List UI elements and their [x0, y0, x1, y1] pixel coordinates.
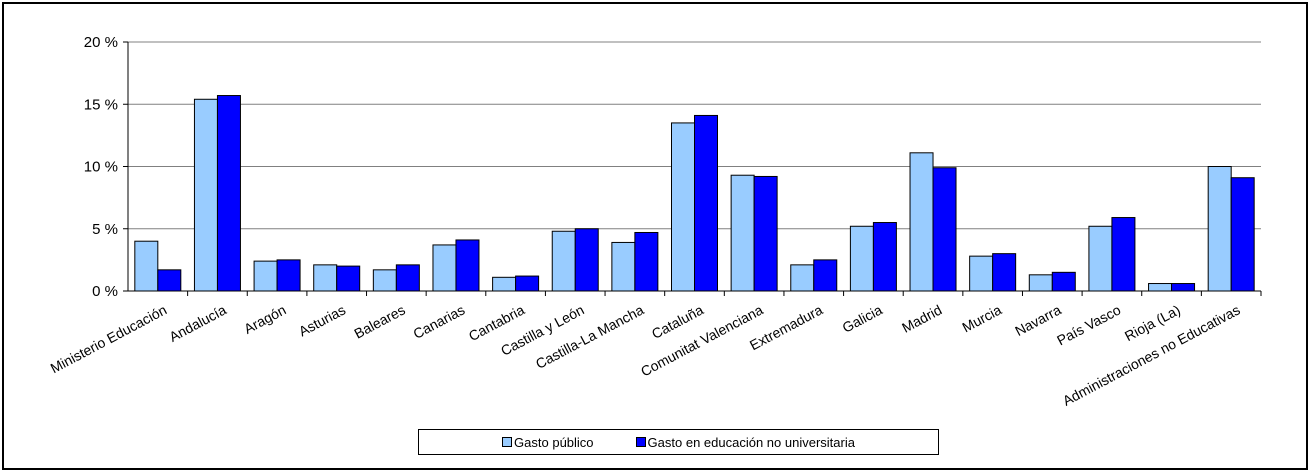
y-tick-label: 15 % [84, 96, 118, 113]
bar-gasto-publico [671, 122, 695, 292]
bar-gasto-no-universitaria [992, 253, 1017, 292]
y-tick-label: 0 % [92, 283, 118, 300]
x-tick-label: Castilla-La Mancha [533, 301, 647, 371]
y-tick-label: 20 % [84, 34, 118, 51]
bar-gasto-publico [1148, 283, 1173, 292]
bar-gasto-publico [730, 174, 755, 292]
bar-gasto-publico [1028, 274, 1053, 292]
bar-gasto-no-universitaria [455, 239, 480, 292]
bar-gasto-publico [1207, 166, 1232, 292]
x-tick-label: Aragón [241, 302, 288, 337]
bar-gasto-publico [193, 98, 218, 292]
bar-gasto-publico [134, 240, 159, 292]
bar-gasto-no-universitaria [336, 265, 361, 292]
legend-swatch-gasto-no-universitaria [635, 437, 646, 447]
x-tick-label: Canarias [410, 302, 467, 342]
bar-gasto-no-universitaria [1051, 271, 1076, 292]
x-tick-label: Andalucía [166, 301, 229, 344]
bar-gasto-publico [611, 241, 636, 292]
legend-swatch-gasto-publico [502, 437, 513, 447]
bar-gasto-publico [253, 260, 278, 292]
bar-gasto-publico [790, 264, 815, 292]
x-tick-label: Baleares [351, 302, 407, 342]
x-tick-label: Ministerio Educación [48, 302, 170, 377]
y-tick-label: 10 % [84, 159, 118, 176]
bar-gasto-no-universitaria [1111, 217, 1136, 292]
bar-gasto-publico [313, 264, 338, 292]
bar-gasto-no-universitaria [515, 275, 540, 292]
bar-gasto-no-universitaria [872, 222, 897, 292]
bar-gasto-publico [372, 269, 397, 292]
bar-gasto-no-universitaria [634, 231, 659, 292]
bar-gasto-no-universitaria [574, 228, 599, 292]
bar-gasto-no-universitaria [694, 114, 718, 292]
bar-gasto-no-universitaria [1230, 177, 1255, 292]
bar-gasto-publico [969, 255, 994, 292]
bar-gasto-no-universitaria [216, 95, 241, 292]
bar-gasto-no-universitaria [276, 259, 301, 292]
bar-gasto-publico [432, 244, 457, 292]
x-tick-label: Murcia [959, 301, 1004, 335]
legend-label-gasto-no-universitaria: Gasto en educación no universitaria [647, 434, 855, 450]
bar-gasto-no-universitaria [932, 167, 957, 292]
bar-gasto-no-universitaria [753, 175, 778, 292]
x-tick-label: País Vasco [1054, 301, 1123, 348]
bar-gasto-no-universitaria [1171, 283, 1196, 292]
legend-item-gasto-publico: Gasto público [502, 435, 594, 450]
bar-gasto-no-universitaria [157, 269, 182, 292]
bar-gasto-publico [909, 152, 934, 292]
y-tick-label: 5 % [92, 221, 118, 238]
legend-item-gasto-no-universitaria: Gasto en educación no universitaria [635, 434, 855, 450]
bar-gasto-no-universitaria [395, 264, 420, 292]
bar-gasto-publico [551, 230, 576, 292]
x-tick-label: Asturias [296, 302, 348, 340]
bar-gasto-publico [492, 276, 517, 292]
legend: Gasto público Gasto en educación no univ… [418, 429, 939, 455]
x-tick-label: Galicia [840, 301, 885, 335]
bar-gasto-publico [1088, 225, 1113, 292]
bar-gasto-no-universitaria [813, 259, 838, 292]
x-tick-label: Madrid [899, 302, 944, 336]
legend-label-gasto-publico: Gasto público [514, 434, 594, 450]
bar-gasto-publico [849, 225, 874, 292]
